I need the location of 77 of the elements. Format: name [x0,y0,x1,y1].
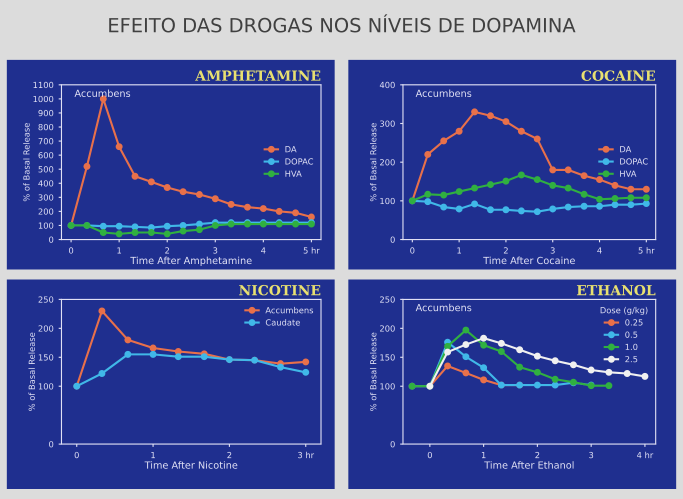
x-tick-label: 0 [428,452,432,458]
x-tick-label: 3 hr [298,452,314,458]
y-tick-label: 400 [380,82,395,88]
y-tick-label: 400 [38,180,54,187]
y-tick-label: 0 [49,236,54,243]
x-tick-label: 4 [261,247,266,254]
x-tick-label: 2 [535,452,540,458]
y-tick-label: 700 [38,138,54,144]
y-tick-label: 500 [38,166,54,172]
chart-title: COCAINE [582,70,655,81]
x-tick-label: 1 [117,247,122,254]
legend-label: Accumbens [265,306,314,314]
y-tick-label: 0 [49,441,54,448]
x-tick-label: 5 hr [304,247,320,254]
x-tick-label: 1 [482,452,486,458]
y-axis-title: % of Basal Release [28,332,35,411]
y-tick-label: 800 [38,124,54,130]
x-tick-label: 1 [457,247,462,254]
x-tick-label: 2 [165,247,170,254]
x-axis-title: Time After Nicotine [144,461,238,469]
y-axis-title: % of Basal Release [370,123,376,202]
y-tick-label: 300 [380,120,395,127]
y-tick-label: 200 [38,208,54,215]
y-axis-title: % of Basal Release [370,332,376,411]
x-tick-label: 1 [151,452,155,458]
legend-title: Dose (g/kg) [600,306,648,315]
y-tick-label: 1000 [34,96,54,102]
x-tick-label: 2 [504,247,508,254]
legend-label: Caudate [266,319,300,326]
chart-title: AMPHETAMINE [195,70,320,81]
legend-label: DOPAC [620,158,648,165]
legend-label: DOPAC [285,158,314,165]
chart-title: ETHANOL [576,284,656,296]
y-tick-label: 0 [390,441,395,448]
x-tick-label: 3 [550,247,555,254]
legend-label: DA [285,146,297,152]
y-tick-label: 200 [380,325,395,332]
chart-subtitle: Accumbens [416,89,472,97]
legend-label: HVA [620,170,636,177]
y-tick-label: 100 [380,383,395,390]
y-tick-label: 600 [38,152,54,158]
y-axis-title: % of Basal Release [23,123,30,202]
chart-subtitle: Accumbens [416,304,472,312]
y-tick-label: 100 [38,383,54,390]
text: EFEITO DAS DROGAS NOS NÍVEIS DE DOPAMINA [109,14,576,33]
y-tick-label: 100 [380,198,395,204]
x-tick-label: 0 [74,452,79,458]
y-tick-label: 0 [390,236,395,243]
x-tick-label: 0 [68,247,74,254]
x-tick-label: 5 hr [638,247,655,254]
chart-title: NICOTINE [239,284,320,296]
y-tick-label: 150 [380,354,395,361]
legend-label: 1.0 [626,344,638,350]
legend-label: DA [620,146,632,152]
x-axis-title: Time After Cocaine [483,256,575,264]
y-tick-label: 150 [38,354,54,361]
legend-label: 0.5 [625,332,638,338]
y-tick-label: 200 [38,325,54,332]
legend-label: 0.25 [625,319,643,326]
x-tick-label: 3 [589,452,594,458]
y-tick-label: 900 [38,110,54,116]
x-tick-label: 3 [213,247,218,254]
x-tick-label: 4 hr [637,452,654,458]
legend-label: HVA [285,170,302,177]
x-tick-label: 0 [410,247,414,254]
x-tick-label: 2 [227,452,232,458]
y-tick-label: 250 [380,296,395,303]
x-tick-label: 4 [597,247,602,254]
legend-label: 2.5 [625,356,638,362]
y-tick-label: 250 [38,296,54,303]
x-axis-title: Time After Ethanol [484,461,574,469]
y-tick-label: 300 [38,194,54,201]
y-tick-label: 1100 [34,82,54,88]
y-tick-label: 200 [380,159,395,166]
chart-subtitle: Accumbens [74,89,130,97]
x-axis-title: Time After Amphetamine [130,256,252,266]
y-tick-label: 100 [38,222,54,229]
